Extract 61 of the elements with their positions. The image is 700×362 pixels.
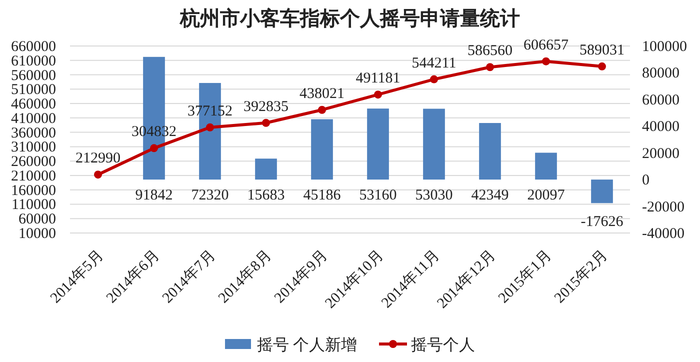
y-tick-label: 160000 [11,182,56,199]
y-tick-label: 510000 [11,82,56,98]
point [486,63,494,72]
y2-tick-label: 20000 [642,146,680,162]
y-tick-label: 660000 [11,39,56,55]
data-label: -17626 [580,214,624,230]
data-label: 15683 [247,188,285,204]
bar [367,108,389,180]
y2-tick-label: 100000 [642,39,687,55]
data-label: 212990 [76,150,120,167]
point [374,90,382,99]
y-tick-label: 610000 [11,53,56,70]
point [430,75,438,84]
y-tick-label: 10000 [18,226,56,242]
data-label: 544211 [412,55,456,72]
y2-tick-label: -20000 [642,199,684,216]
legend-label: 摇号个人 [411,336,475,354]
chart-title: 杭州市小客车指标个人摇号申请量统计 [179,7,520,30]
point [206,123,214,132]
y-tick-label: 60000 [18,212,56,228]
data-label: 42349 [471,188,509,204]
y2-tick-label: -40000 [642,226,684,242]
data-label: 586560 [468,43,512,60]
bar [479,123,501,180]
y-tick-label: 560000 [11,68,56,84]
data-label: 20097 [527,188,566,204]
bar [535,152,557,180]
data-label: 45186 [303,188,342,204]
point [542,57,550,66]
y-tick-label: 460000 [11,96,56,113]
y-tick-label: 210000 [11,168,56,184]
data-label: 377152 [188,103,232,120]
y2-tick-label: 80000 [642,66,680,82]
bar [591,180,613,204]
data-label: 392835 [244,98,288,115]
bar [311,119,333,180]
point [94,170,102,179]
data-label: 53160 [359,188,397,204]
point [150,144,158,152]
data-label: 491181 [356,70,400,87]
data-label: 606657 [524,37,569,54]
point [318,106,326,114]
data-label: 91842 [135,188,173,204]
y-tick-label: 410000 [11,110,56,127]
y-tick-label: 310000 [11,140,56,156]
data-label: 589031 [580,42,624,58]
bar [423,108,445,180]
data-label: 304832 [132,124,176,140]
data-label: 438021 [300,86,344,102]
point [262,118,270,127]
bar [255,158,277,180]
legend-label: 摇号 个人新增 [257,336,357,354]
y2-tick-label: 40000 [642,119,680,136]
y2-tick-label: 0 [642,172,650,189]
y-tick-label: 360000 [11,125,56,142]
y-tick-label: 260000 [11,154,56,170]
point [598,62,606,70]
data-label: 72320 [191,188,229,204]
y-tick-label: 110000 [12,197,56,214]
y2-tick-label: 60000 [642,92,680,108]
data-label: 53030 [415,188,453,204]
